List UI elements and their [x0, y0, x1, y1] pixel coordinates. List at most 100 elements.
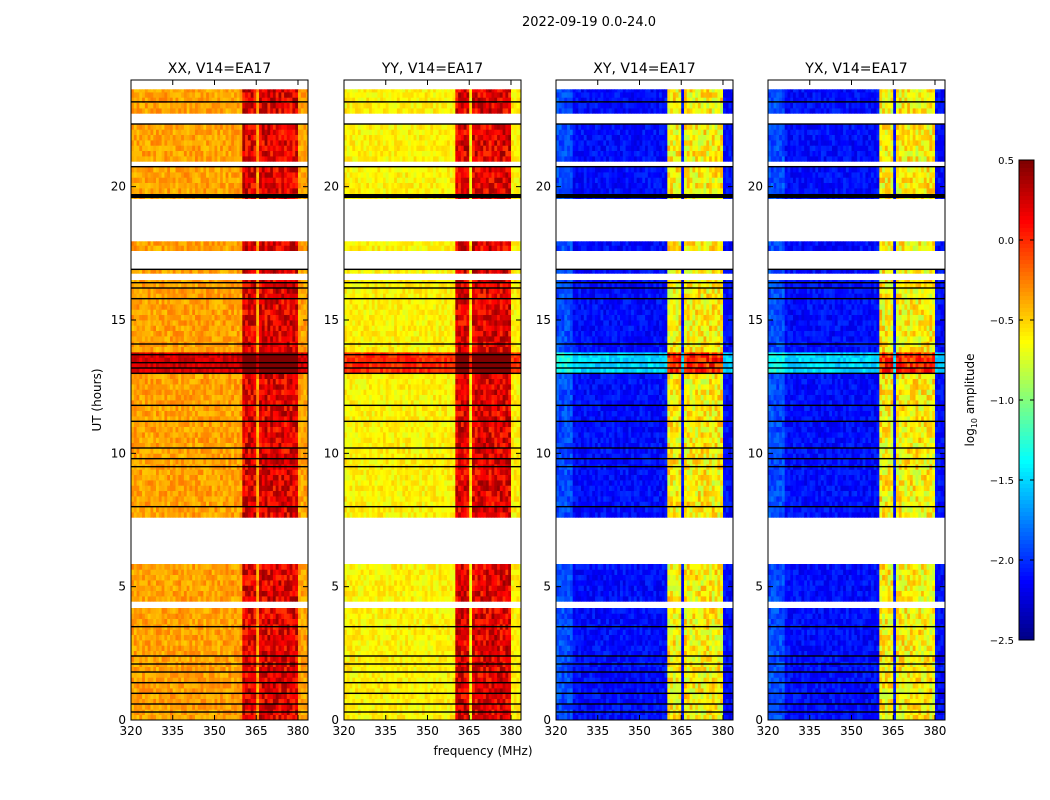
heatmap-cell [286, 458, 290, 465]
heatmap-cell [211, 241, 215, 246]
heatmap-cell [275, 442, 279, 449]
heatmap-cell [192, 421, 196, 427]
heatmap-cell [242, 564, 246, 570]
heatmap-cell [144, 574, 149, 581]
heatmap-cell [164, 373, 168, 379]
heatmap-cell [222, 585, 226, 591]
heatmap-cell [259, 474, 263, 481]
heatmap-cell [278, 608, 282, 614]
heatmap-cell [264, 245, 268, 251]
heatmap-cell [234, 672, 238, 678]
heatmap-cell [214, 298, 218, 305]
heatmap-cell [183, 384, 188, 390]
heatmap-cell [298, 569, 302, 575]
heatmap-cell [161, 378, 165, 385]
heatmap-cell [281, 458, 285, 465]
heatmap-cell [195, 569, 199, 575]
heatmap-cell [172, 666, 176, 673]
heatmap-cell [231, 480, 235, 486]
heatmap-cell [172, 496, 176, 502]
heatmap-cell [186, 645, 190, 651]
heatmap-cell [289, 574, 293, 581]
heatmap-cell [172, 574, 176, 581]
heatmap-cell [139, 357, 143, 363]
heatmap-cell [245, 288, 249, 294]
heatmap-cell [259, 677, 263, 683]
heatmap-cell [272, 672, 277, 678]
heatmap-cell [153, 442, 157, 449]
heatmap-cell [264, 309, 268, 315]
heatmap-cell [206, 346, 210, 353]
heatmap-cell [286, 368, 290, 374]
heatmap-cell [131, 693, 135, 699]
heatmap-cell [144, 585, 149, 591]
heatmap-cell [133, 188, 137, 194]
heatmap-cell [189, 564, 193, 570]
heatmap-cell [195, 682, 199, 689]
heatmap-cell [142, 389, 146, 395]
heatmap-cell [267, 714, 271, 721]
heatmap-cell [131, 501, 135, 507]
heatmap-cell [186, 629, 190, 635]
heatmap-cell [214, 645, 218, 651]
heatmap-cell [259, 394, 263, 401]
heatmap-cell [208, 458, 213, 465]
heatmap-cell [200, 629, 204, 635]
heatmap-cell [289, 714, 293, 721]
heatmap-cell [220, 485, 224, 491]
heatmap-cell [234, 346, 238, 353]
heatmap-cell [214, 704, 218, 710]
heatmap-cell [172, 672, 176, 678]
heatmap-cell [161, 421, 165, 427]
heatmap-cell [228, 421, 232, 427]
heatmap-cell [231, 394, 235, 401]
heatmap-cell [303, 596, 307, 602]
heatmap-cell [289, 298, 293, 305]
heatmap-cell [181, 640, 185, 646]
heatmap-cell [225, 596, 229, 602]
heatmap-cell [153, 282, 157, 289]
heatmap-cell [147, 458, 151, 465]
heatmap-cell [206, 506, 210, 513]
heatmap-cell [222, 320, 226, 326]
heatmap-cell [228, 373, 232, 379]
heatmap-cell [300, 442, 304, 449]
heatmap-cell [245, 241, 249, 246]
heatmap-cell [236, 346, 240, 353]
heatmap-cell [208, 453, 213, 459]
heatmap-cell [192, 485, 196, 491]
heatmap-cell [131, 704, 135, 710]
heatmap-cell [203, 629, 207, 635]
heatmap-cell [144, 650, 149, 657]
heatmap-cell [197, 282, 201, 289]
heatmap-cell [144, 241, 149, 246]
heatmap-cell [298, 384, 302, 390]
heatmap-cell [225, 336, 229, 342]
heatmap-cell [264, 682, 268, 689]
heatmap-cell [136, 682, 140, 689]
heatmap-cell [247, 590, 252, 597]
heatmap-cell [203, 714, 207, 721]
heatmap-cell [242, 613, 246, 619]
heatmap-cell [139, 580, 143, 586]
heatmap-cell [239, 448, 243, 454]
heatmap-cell [281, 368, 285, 374]
heatmap-cell [300, 580, 304, 586]
heatmap-cell [131, 590, 135, 597]
heatmap-cell [172, 241, 176, 246]
heatmap-cell [270, 373, 274, 379]
heatmap-cell [175, 188, 179, 194]
heatmap-cell [234, 698, 238, 705]
heatmap-cell [156, 241, 160, 246]
heatmap-cell [247, 698, 252, 705]
heatmap-cell [214, 368, 218, 374]
heatmap-cell [144, 269, 149, 274]
heatmap-cell [247, 394, 252, 401]
heatmap-cell [231, 485, 235, 491]
heatmap-cell [222, 245, 226, 251]
heatmap-cell [144, 442, 149, 449]
heatmap-cell [289, 585, 293, 591]
heatmap-cell [239, 608, 243, 614]
heatmap-cell [278, 618, 282, 625]
heatmap-cell [136, 357, 140, 363]
